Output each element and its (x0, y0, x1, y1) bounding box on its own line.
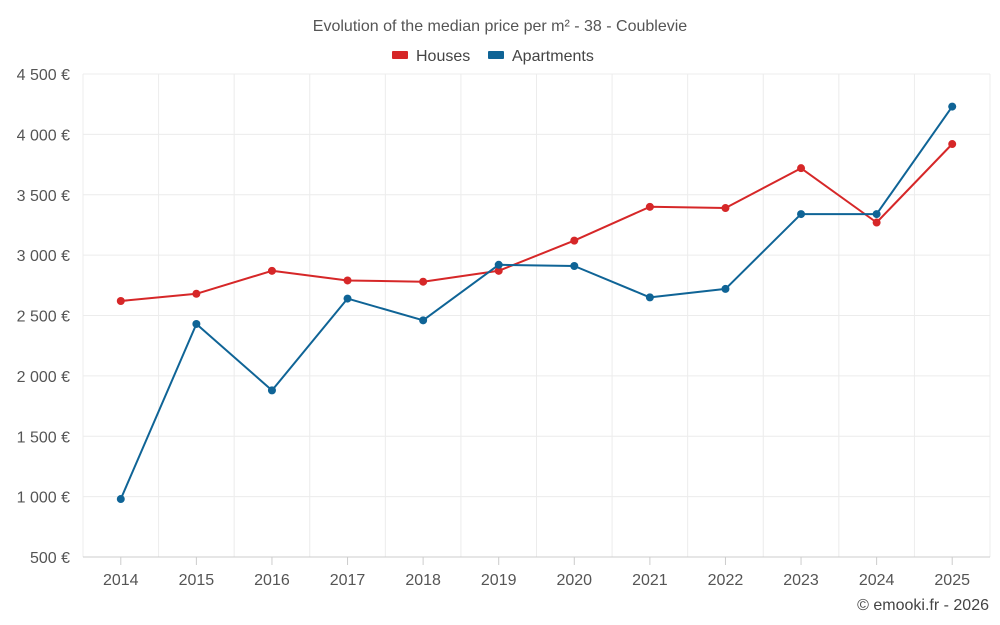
data-point-apartments[interactable] (343, 294, 352, 303)
chart-title: Evolution of the median price per m² - 3… (313, 18, 688, 35)
x-tick-label: 2015 (179, 572, 215, 589)
y-tick-label: 4 500 € (17, 67, 70, 84)
data-point-apartments[interactable] (872, 210, 881, 219)
data-point-houses[interactable] (570, 236, 579, 245)
x-tick-label: 2016 (254, 572, 290, 589)
data-point-houses[interactable] (494, 266, 503, 275)
x-tick-label: 2018 (405, 572, 441, 589)
data-point-houses[interactable] (797, 164, 806, 173)
data-point-apartments[interactable] (419, 316, 428, 325)
y-tick-label: 2 500 € (17, 309, 70, 326)
data-point-apartments[interactable] (797, 210, 806, 219)
y-tick-label: 2 000 € (17, 369, 70, 386)
data-point-houses[interactable] (948, 140, 957, 149)
x-tick-label: 2025 (934, 572, 970, 589)
data-point-apartments[interactable] (645, 293, 654, 302)
series-houses (116, 140, 957, 306)
legend-label-apartments: Apartments (512, 48, 594, 65)
x-tick-label: 2019 (481, 572, 517, 589)
data-point-houses[interactable] (645, 202, 654, 211)
legend-item-apartments[interactable]: Apartments (488, 48, 594, 65)
data-point-apartments[interactable] (116, 495, 125, 504)
data-point-houses[interactable] (116, 297, 125, 306)
series (116, 102, 957, 504)
x-tick-label: 2024 (859, 572, 895, 589)
y-tick-label: 1 500 € (17, 429, 70, 446)
y-tick-label: 4 000 € (17, 127, 70, 144)
data-point-apartments[interactable] (570, 261, 579, 270)
x-tick-label: 2020 (556, 572, 592, 589)
y-tick-label: 3 000 € (17, 248, 70, 265)
axes: 500 € 1 000 € 1 500 € 2 000 € 2 500 € 3 000 €… (17, 67, 990, 589)
x-tick-label: 2023 (783, 572, 819, 589)
data-point-apartments[interactable] (721, 284, 730, 293)
series-apartments (116, 102, 957, 504)
data-point-houses[interactable] (267, 266, 276, 275)
data-point-apartments[interactable] (192, 319, 201, 328)
data-point-apartments[interactable] (494, 260, 503, 269)
legend-label-houses: Houses (416, 48, 470, 65)
x-tick-label: 2014 (103, 572, 139, 589)
series-line-apartments (119, 106, 954, 500)
grid (82, 73, 991, 557)
series-line-houses (120, 143, 953, 302)
data-point-apartments[interactable] (267, 386, 276, 395)
data-point-houses[interactable] (721, 204, 730, 213)
y-tick-label: 1 000 € (17, 490, 70, 507)
credit-text: © emooki.fr - 2026 (857, 597, 989, 614)
data-point-apartments[interactable] (948, 102, 957, 111)
data-point-houses[interactable] (419, 277, 428, 286)
data-point-houses[interactable] (192, 289, 201, 298)
y-tick-label: 500 € (30, 550, 70, 567)
legend-swatch-houses (392, 51, 408, 59)
data-point-houses[interactable] (872, 218, 881, 227)
x-tick-label: 2017 (330, 572, 366, 589)
x-tick-label: 2022 (708, 572, 744, 589)
legend: Houses Apartments (392, 48, 594, 65)
y-tick-label: 3 500 € (17, 188, 70, 205)
x-tick-label: 2021 (632, 572, 668, 589)
data-point-houses[interactable] (343, 276, 352, 285)
legend-item-houses[interactable]: Houses (392, 48, 470, 65)
legend-swatch-apartments (488, 51, 504, 59)
